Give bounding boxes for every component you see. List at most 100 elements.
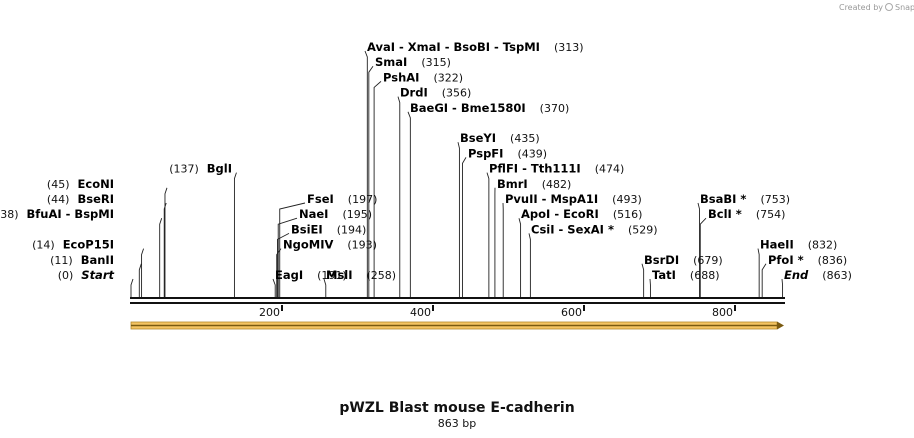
site-position: (14) [32,239,55,252]
axis-tick-label: 200 [259,306,280,319]
enzyme-name: FseI [307,192,334,206]
enzyme-name: BfuAI - BspMI [27,207,114,221]
site-position: (370) [540,102,570,115]
site-position: (193) [347,239,377,252]
site-position: (322) [433,71,463,84]
site-leader-line [368,65,374,297]
dna-backbone [130,297,785,304]
enzyme-name: BclI * [708,207,742,221]
enzyme-name: HaeII [760,238,794,252]
enzyme-name: PshAI [383,70,419,84]
site-label-baegi-bme1580i: BaeGI - Bme1580I (370) [410,101,569,115]
site-position: (191) [317,269,347,282]
label-leaders [130,50,784,297]
feature-arrow [130,321,784,330]
site-position: (315) [421,56,451,69]
site-label-bseyi: BseYI (435) [460,131,540,145]
site-position: (516) [613,208,643,221]
enzyme-name: Start [81,268,114,282]
site-label-smai: SmaI (315) [375,55,451,69]
site-leader-line [164,187,168,297]
site-position: (836) [818,254,848,267]
site-leader-line [641,263,645,297]
axis-tick-label: 400 [410,306,431,319]
site-label-bsiei: BsiEI (194) [291,222,366,236]
enzyme-name: EcoP15I [63,238,114,252]
site-label-fsei: FseI (197) [307,192,377,206]
site-leader-line [761,263,767,297]
site-leader-line [141,248,144,297]
site-leader-line [461,157,467,297]
site-leader-line [277,217,298,297]
site-position: (439) [517,147,547,160]
enzyme-name: BsrDI [644,253,679,267]
site-position: (11) [50,254,73,267]
site-position: (313) [554,41,584,54]
site-leader-line [697,202,700,297]
site-leader-line [279,202,306,297]
site-leader-line [364,50,368,297]
site-label-bgli: BglI (137) [169,162,232,176]
site-position: (45) [47,178,70,191]
enzyme-name: BglI [207,162,232,176]
site-position: (863) [822,269,852,282]
enzyme-name: PspFI [468,146,503,160]
enzyme-name: ApoI - EcoRI [521,207,599,221]
site-position: (435) [510,132,540,145]
site-position: (44) [47,193,70,206]
site-leader-line [397,96,401,297]
enzyme-name: BseRI [77,192,114,206]
site-leader-line [699,217,707,297]
site-position: (137) [169,163,199,176]
site-position: (529) [628,223,658,236]
enzyme-name: BseYI [460,131,496,145]
axis-tick-label: 800 [712,306,733,319]
site-position: (356) [442,87,472,100]
enzyme-name: BsaBI * [700,192,746,206]
site-label-econi: EcoNI (45) [47,177,114,191]
snapgene-brand: SnapGene [895,3,914,12]
enzyme-labels: Start (0) BanII (11) EcoP15I (14) BfuAI - BspM… [0,40,852,282]
created-by-text: Created by [839,3,883,12]
site-label-bsrdi: BsrDI (679) [644,253,723,267]
enzyme-name: DrdI [400,86,428,100]
site-label-bfuai-bspmi: BfuAI - BspMI (38) [0,207,114,221]
site-label-tati: TatI (688) [652,268,720,282]
site-leader-line [373,81,382,297]
enzyme-name: NgoMIV [283,238,333,252]
site-label-bseri: BseRI (44) [47,192,114,206]
site-leader-line [407,111,411,297]
axis-ticks: 200 400 600 800 [259,305,736,319]
site-label-csii-sexai: CsiI - SexAI * (529) [531,222,658,236]
site-position: (754) [756,208,786,221]
enzyme-name: AvaI - XmaI - BsoBI - TspMI [367,40,540,54]
enzyme-name: End [784,268,809,282]
site-position: (195) [342,208,372,221]
snapgene-logo: SnapGene [885,3,914,12]
site-leader-line [757,248,760,297]
site-label-msli: MslI (258) [326,268,396,282]
site-leader-line [233,172,237,297]
plasmid-name: pWZL Blast mouse E-cadherin [339,400,574,416]
site-position: (832) [808,239,838,252]
site-leader-line [277,233,290,297]
site-label-naei: NaeI (195) [299,207,372,221]
enzyme-name: BaeGI - Bme1580I [410,101,526,115]
enzyme-name: PfoI * [768,253,804,267]
site-position: (474) [595,163,625,176]
enzyme-name: BsiEI [291,222,323,236]
enzyme-name: PvuII - MspA1I [505,192,598,206]
site-position: (0) [58,269,74,282]
enzyme-name: EagI [275,268,303,282]
site-leader-line [486,172,490,297]
enzyme-name: EcoNI [78,177,114,191]
site-position: (753) [760,193,790,206]
site-leader-line [528,233,531,297]
site-label-apoi-ecori: ApoI - EcoRI (516) [521,207,642,221]
site-label-pvuii-mspa1i: PvuII - MspA1I (493) [505,192,642,206]
enzyme-name: SmaI [375,55,407,69]
site-label-haeii: HaeII (832) [760,238,837,252]
enzyme-name: CsiI - SexAI * [531,222,614,236]
site-label-pspfi: PspFI (439) [468,146,547,160]
